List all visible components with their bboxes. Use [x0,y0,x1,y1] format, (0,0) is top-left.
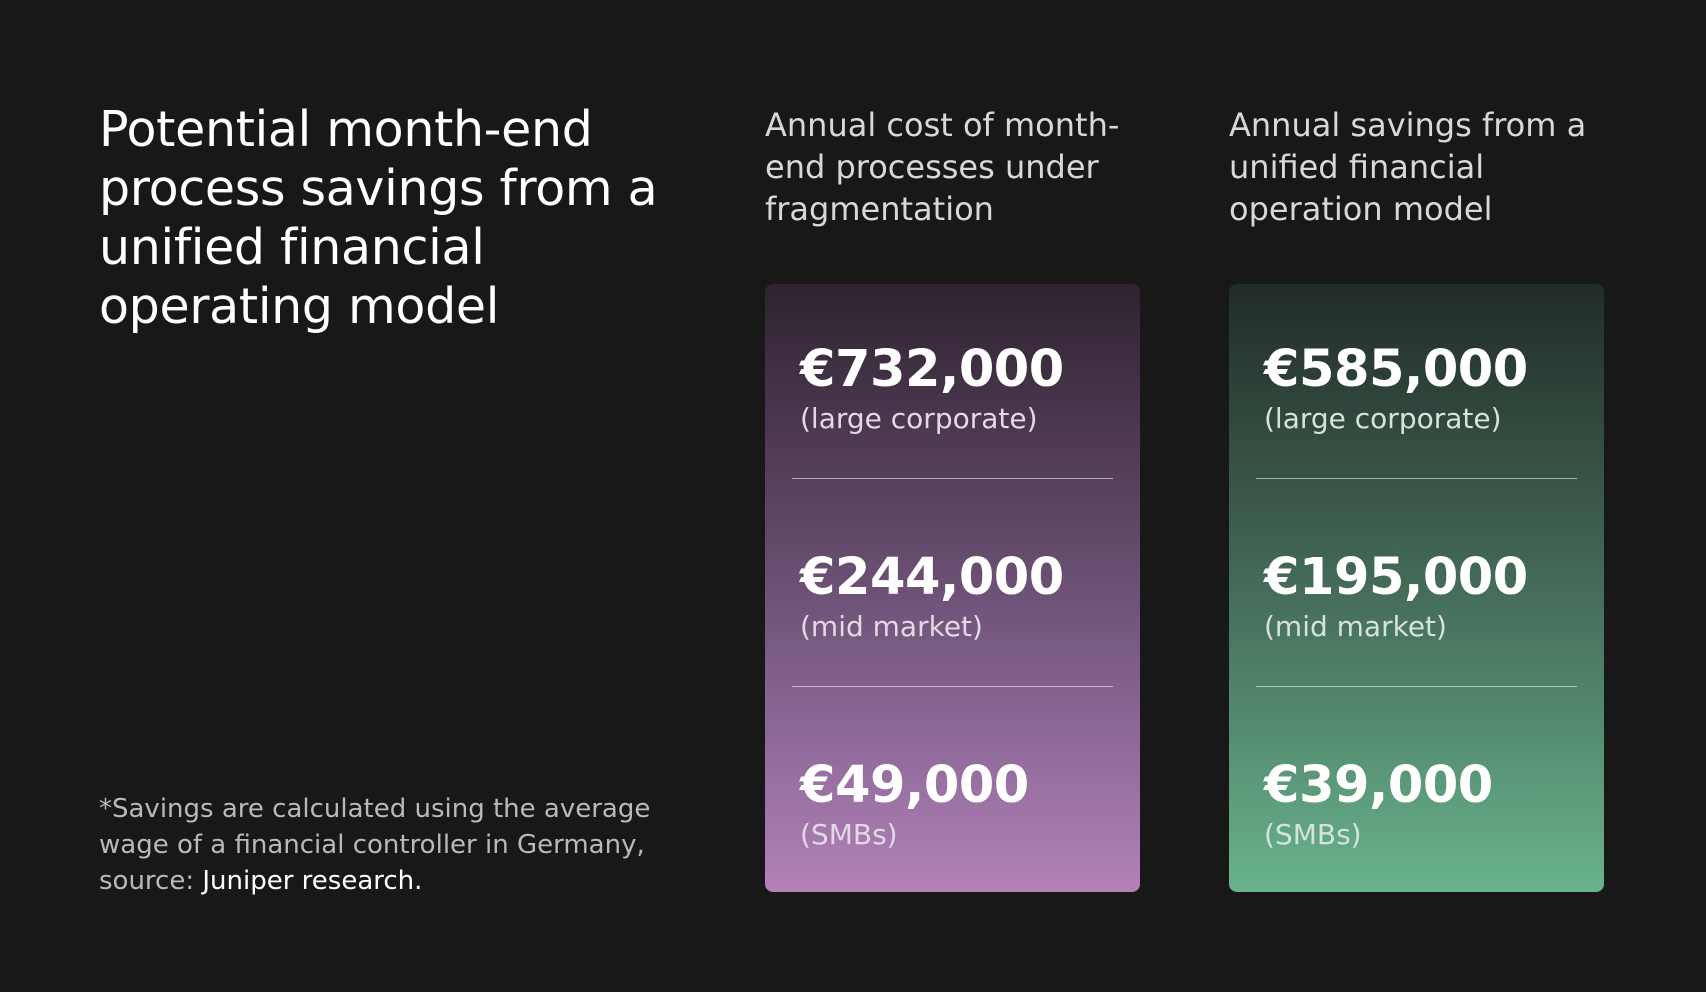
divider [792,686,1113,687]
tier-amount: €195,000 [1264,548,1528,607]
tier-amount: €732,000 [800,340,1064,399]
tier-label: (SMBs) [800,818,898,851]
tier-label: (SMBs) [1264,818,1362,851]
tier-amount: €585,000 [1264,340,1528,399]
tier-amount: €49,000 [800,756,1029,815]
page-title: Potential month-end process savings from… [99,101,658,335]
cost-tier-large-corporate: €732,000 (large corporate) [800,341,1113,461]
divider [1256,478,1577,479]
footnote-text: *Savings are calculated using the averag… [99,794,651,896]
source-link[interactable]: Juniper research. [202,866,423,896]
savings-card: €585,000 (large corporate) €195,000 (mid… [1229,284,1604,892]
tier-label: (large corporate) [800,402,1038,435]
tier-amount: €244,000 [800,548,1064,607]
divider [1256,686,1577,687]
tier-label: (mid market) [800,610,983,643]
savings-tier-smbs: €39,000 (SMBs) [1264,757,1577,877]
tier-amount: €39,000 [1264,756,1493,815]
divider [792,478,1113,479]
savings-column-heading: Annual savings from a unified financial … [1229,106,1587,228]
savings-tier-mid-market: €195,000 (mid market) [1264,549,1577,669]
footnote: *Savings are calculated using the averag… [99,791,659,899]
cost-tier-mid-market: €244,000 (mid market) [800,549,1113,669]
cost-column-heading: Annual cost of month-end processes under… [765,106,1120,228]
tier-label: (mid market) [1264,610,1447,643]
cost-tier-smbs: €49,000 (SMBs) [800,757,1113,877]
savings-tier-large-corporate: €585,000 (large corporate) [1264,341,1577,461]
cost-card: €732,000 (large corporate) €244,000 (mid… [765,284,1140,892]
tier-label: (large corporate) [1264,402,1502,435]
